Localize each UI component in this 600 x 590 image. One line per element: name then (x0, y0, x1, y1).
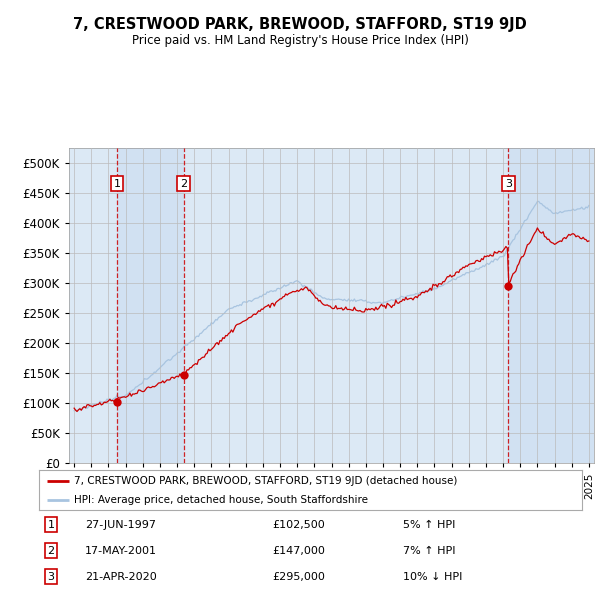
Text: 7, CRESTWOOD PARK, BREWOOD, STAFFORD, ST19 9JD (detached house): 7, CRESTWOOD PARK, BREWOOD, STAFFORD, ST… (74, 476, 458, 486)
Text: 2: 2 (180, 179, 187, 189)
Text: 3: 3 (47, 572, 55, 582)
Text: HPI: Average price, detached house, South Staffordshire: HPI: Average price, detached house, Sout… (74, 495, 368, 505)
Text: 27-JUN-1997: 27-JUN-1997 (85, 520, 156, 530)
Text: £295,000: £295,000 (272, 572, 325, 582)
Text: 7% ↑ HPI: 7% ↑ HPI (403, 546, 455, 556)
Text: 2: 2 (47, 546, 55, 556)
Text: £102,500: £102,500 (272, 520, 325, 530)
Bar (117, 148, 184, 463)
Text: Price paid vs. HM Land Registry's House Price Index (HPI): Price paid vs. HM Land Registry's House … (131, 34, 469, 47)
Text: 10% ↓ HPI: 10% ↓ HPI (403, 572, 462, 582)
Text: 21-APR-2020: 21-APR-2020 (85, 572, 157, 582)
Text: 17-MAY-2001: 17-MAY-2001 (85, 546, 157, 556)
Text: 1: 1 (47, 520, 55, 530)
Bar (508, 148, 594, 463)
Text: 1: 1 (113, 179, 121, 189)
Text: 5% ↑ HPI: 5% ↑ HPI (403, 520, 455, 530)
Text: £147,000: £147,000 (272, 546, 325, 556)
Text: 7, CRESTWOOD PARK, BREWOOD, STAFFORD, ST19 9JD: 7, CRESTWOOD PARK, BREWOOD, STAFFORD, ST… (73, 17, 527, 31)
Text: 3: 3 (505, 179, 512, 189)
